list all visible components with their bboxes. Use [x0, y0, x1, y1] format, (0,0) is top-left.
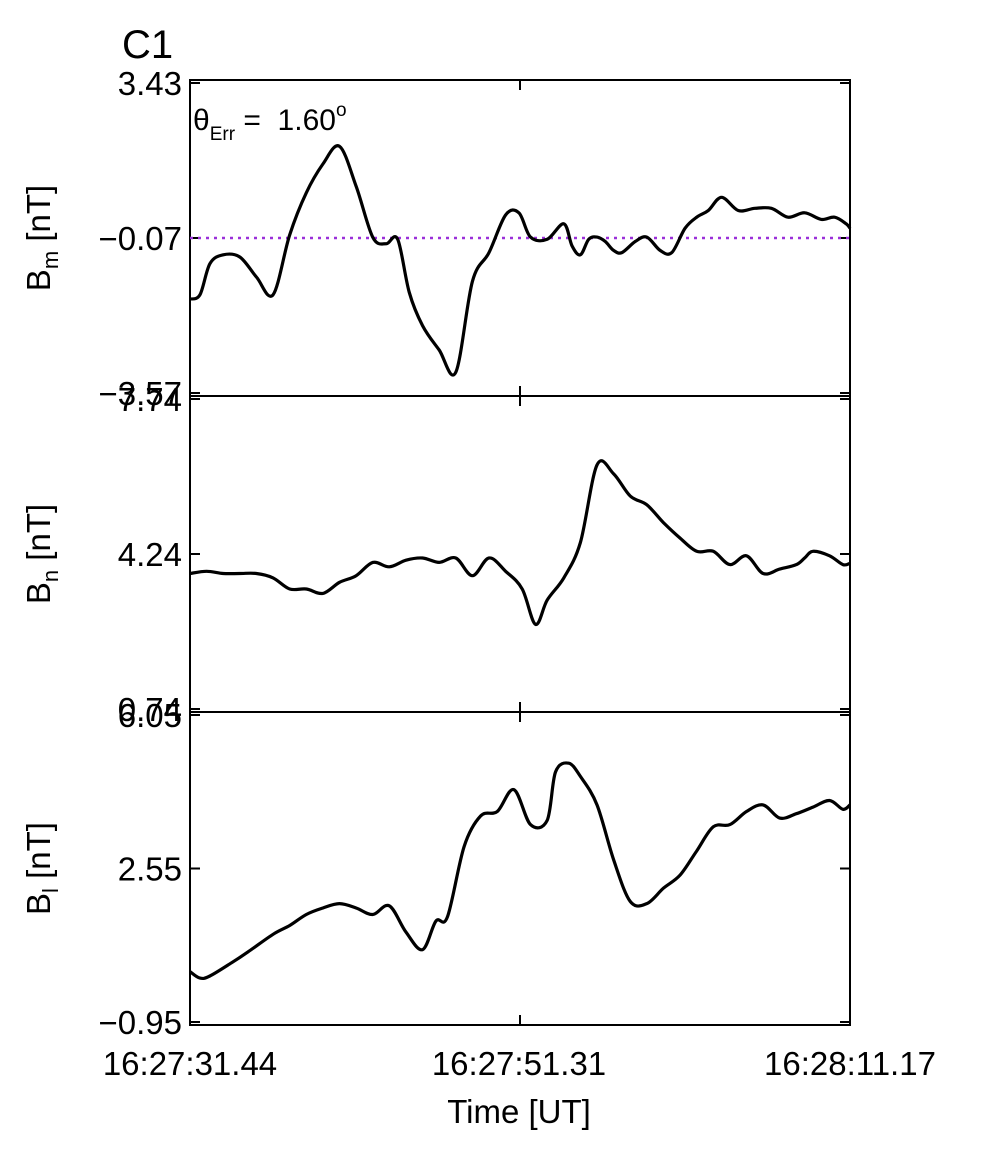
panel-bn-ytick-label: 0.74	[118, 691, 182, 728]
panel-bl-ylabel-symbol: B	[20, 893, 57, 915]
panel-bl: 6.05 2.55 −0.95 Bl [nT]	[20, 697, 852, 1041]
panel-bl-ylabel: Bl [nT]	[20, 822, 63, 915]
x-tick-label-end: 16:28:11.17	[764, 1045, 936, 1082]
theta-degree: o	[336, 100, 347, 121]
panel-bm-ylabel-unit: [nT]	[20, 185, 57, 251]
panel-bm-ytick-label: −3.57	[99, 375, 183, 412]
panel-bn-ytick-label: 7.74	[118, 381, 182, 418]
panel-bl-frame	[189, 711, 851, 1026]
panel-bl-ylabel-unit: [nT]	[20, 822, 57, 888]
panel-bm-ylabel: Bm [nT]	[20, 185, 63, 291]
x-axis-label: Time [UT]	[447, 1093, 591, 1130]
theta-equals: =	[235, 104, 278, 137]
panel-bm-ylabel-symbol: B	[20, 269, 57, 291]
panel-bn-ylabel-unit: [nT]	[20, 504, 57, 570]
theta-error-annotation: θErr = 1.60o	[193, 100, 347, 145]
panels-group: 3.43 −0.07 −3.57 Bm [nT] 7.74 4.24 0.74 Bn [nT]…	[20, 65, 852, 1041]
panel-bn-ylabel-subscript: n	[38, 570, 63, 582]
panel-bl-ytick-label: 6.05	[118, 697, 182, 734]
panel-bm-ylabel-subscript: m	[38, 251, 63, 269]
panel-bl-ytick-label: 2.55	[118, 851, 182, 888]
x-tick-label-mid: 16:27:51.31	[432, 1045, 606, 1082]
panel-bl-ylabel-subscript: l	[38, 888, 63, 893]
panel-bl-data-line	[189, 761, 852, 981]
theta-subscript: Err	[210, 124, 236, 145]
theta-symbol: θ	[193, 104, 210, 137]
panel-bn-ylabel-symbol: B	[20, 582, 57, 604]
panel-bm-ytick-label: 3.43	[118, 65, 182, 102]
panel-bl-ytick-label: −0.95	[99, 1004, 183, 1041]
panel-bm-ytick-label: −0.07	[99, 220, 183, 257]
panel-bn-frame	[189, 395, 851, 713]
panel-bn-data-line	[189, 459, 851, 626]
panel-bn: 7.74 4.24 0.74 Bn [nT]	[20, 381, 851, 728]
panel-bn-ylabel: Bn [nT]	[20, 504, 63, 604]
panel-bn-ytick-label: 4.24	[118, 536, 182, 573]
spacecraft-label: C1	[122, 23, 173, 67]
panel-bm: 3.43 −0.07 −3.57 Bm [nT]	[20, 65, 852, 412]
theta-value: 1.60	[278, 104, 336, 137]
x-tick-label-start: 16:27:31.44	[103, 1045, 277, 1082]
panel-bm-data-line	[189, 144, 852, 377]
